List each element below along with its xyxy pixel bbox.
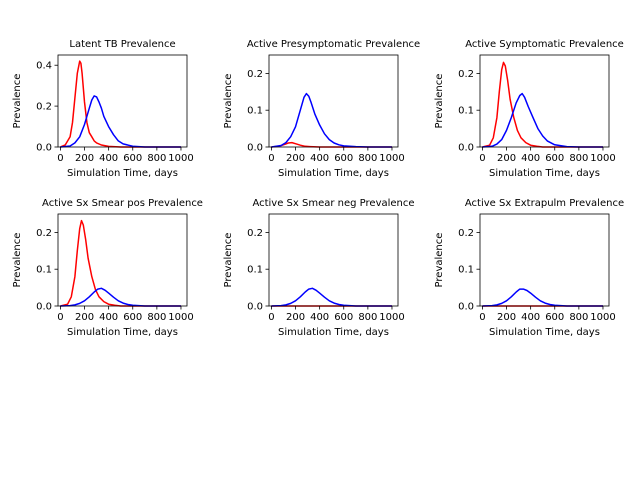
x-tick-label: 400 — [310, 312, 329, 323]
y-tick-label: 0.2 — [458, 69, 474, 80]
y-axis-label: Prevalence — [12, 233, 23, 288]
x-tick-label: 400 — [99, 153, 118, 164]
axes-frame — [268, 54, 399, 148]
x-tick-label: 200 — [497, 153, 516, 164]
y-tick-label: 0.0 — [458, 143, 474, 154]
x-tick-label: 0 — [479, 153, 485, 164]
axes-frame — [479, 54, 610, 148]
subplot-3: Active Symptomatic Prevalence 0 200 400 600 8… — [434, 39, 624, 179]
y-axis-label: Prevalence — [434, 233, 445, 288]
x-axis-label: Simulation Time, days — [489, 327, 600, 338]
subplot-2: Active Presymptomatic Prevalence 0 200 400 6… — [223, 39, 420, 179]
x-tick-label: 1000 — [590, 153, 615, 164]
y-tick-label: 0.2 — [36, 228, 52, 239]
x-tick-label: 1000 — [168, 312, 193, 323]
x-axis-label: Simulation Time, days — [278, 168, 389, 179]
series-line-2 — [271, 287, 392, 307]
x-tick-label: 800 — [358, 312, 377, 323]
x-tick-label: 0 — [268, 312, 274, 323]
x-tick-label: 1000 — [379, 153, 404, 164]
x-tick-label: 600 — [545, 153, 564, 164]
y-tick-label: 0.2 — [36, 102, 52, 113]
chart-title: Active Sx Smear pos Prevalence — [42, 198, 203, 209]
series-line-2 — [482, 288, 603, 307]
x-tick-label: 1000 — [590, 312, 615, 323]
y-tick-label: 0.1 — [458, 106, 474, 117]
subplot-1: Latent TB Prevalence 0 200 400 600 800 1000 0.0… — [12, 39, 194, 179]
y-axis-label: Prevalence — [434, 74, 445, 129]
x-tick-label: 400 — [521, 312, 540, 323]
x-axis-label: Simulation Time, days — [278, 327, 389, 338]
x-tick-label: 1000 — [379, 312, 404, 323]
y-tick-label: 0.1 — [247, 106, 263, 117]
x-tick-label: 200 — [286, 153, 305, 164]
x-tick-label: 600 — [545, 312, 564, 323]
axes-frame — [268, 213, 399, 307]
x-tick-label: 0 — [268, 153, 274, 164]
x-tick-label: 600 — [334, 312, 353, 323]
x-tick-label: 400 — [521, 153, 540, 164]
series-line-1 — [60, 219, 181, 307]
x-tick-label: 600 — [334, 153, 353, 164]
y-tick-label: 0.1 — [458, 265, 474, 276]
y-tick-label: 0.1 — [36, 265, 52, 276]
x-tick-label: 200 — [75, 153, 94, 164]
axes-frame — [479, 213, 610, 307]
y-axis-label: Prevalence — [223, 74, 234, 129]
y-tick-label: 0.2 — [247, 228, 263, 239]
x-tick-label: 800 — [358, 153, 377, 164]
x-tick-label: 200 — [286, 312, 305, 323]
subplot-4: Active Sx Smear pos Prevalence 0 200 400 600… — [12, 198, 203, 338]
series-line-2 — [60, 95, 181, 148]
series-line-1 — [482, 61, 603, 148]
y-tick-label: 0.0 — [458, 302, 474, 313]
chart-title: Active Sx Smear neg Prevalence — [252, 198, 414, 209]
series-line-2 — [60, 287, 181, 307]
axes-frame — [57, 213, 188, 307]
axes-frame — [57, 54, 188, 148]
x-axis-label: Simulation Time, days — [489, 168, 600, 179]
x-tick-label: 800 — [569, 312, 588, 323]
series-line-2 — [482, 92, 603, 148]
subplot-5: Active Sx Smear neg Prevalence 0 200 400 600… — [223, 198, 415, 338]
y-axis-label: Prevalence — [12, 74, 23, 129]
y-tick-label: 0.0 — [247, 302, 263, 313]
x-tick-label: 200 — [75, 312, 94, 323]
subplot-6: Active Sx Extrapulm Prevalence 0 200 400 600… — [434, 198, 624, 338]
x-tick-label: 0 — [57, 153, 63, 164]
y-tick-label: 0.2 — [458, 228, 474, 239]
x-tick-label: 800 — [147, 312, 166, 323]
y-tick-label: 0.0 — [247, 143, 263, 154]
chart-title: Latent TB Prevalence — [69, 39, 175, 50]
series-line-2 — [271, 92, 392, 148]
chart-title: Active Presymptomatic Prevalence — [247, 39, 420, 50]
chart-title: Active Sx Extrapulm Prevalence — [465, 198, 624, 209]
x-axis-label: Simulation Time, days — [67, 168, 178, 179]
x-tick-label: 600 — [123, 153, 142, 164]
y-tick-label: 0.2 — [247, 69, 263, 80]
x-axis-label: Simulation Time, days — [67, 327, 178, 338]
x-tick-label: 200 — [497, 312, 516, 323]
x-tick-label: 400 — [310, 153, 329, 164]
y-axis-label: Prevalence — [223, 233, 234, 288]
y-tick-label: 0.4 — [36, 61, 52, 72]
x-tick-label: 800 — [569, 153, 588, 164]
x-tick-label: 600 — [123, 312, 142, 323]
x-tick-label: 0 — [57, 312, 63, 323]
chart-title: Active Symptomatic Prevalence — [465, 39, 624, 50]
x-tick-label: 800 — [147, 153, 166, 164]
y-tick-label: 0.1 — [247, 265, 263, 276]
y-tick-label: 0.0 — [36, 143, 52, 154]
x-tick-label: 1000 — [168, 153, 193, 164]
x-tick-label: 400 — [99, 312, 118, 323]
x-tick-label: 0 — [479, 312, 485, 323]
y-tick-label: 0.0 — [36, 302, 52, 313]
